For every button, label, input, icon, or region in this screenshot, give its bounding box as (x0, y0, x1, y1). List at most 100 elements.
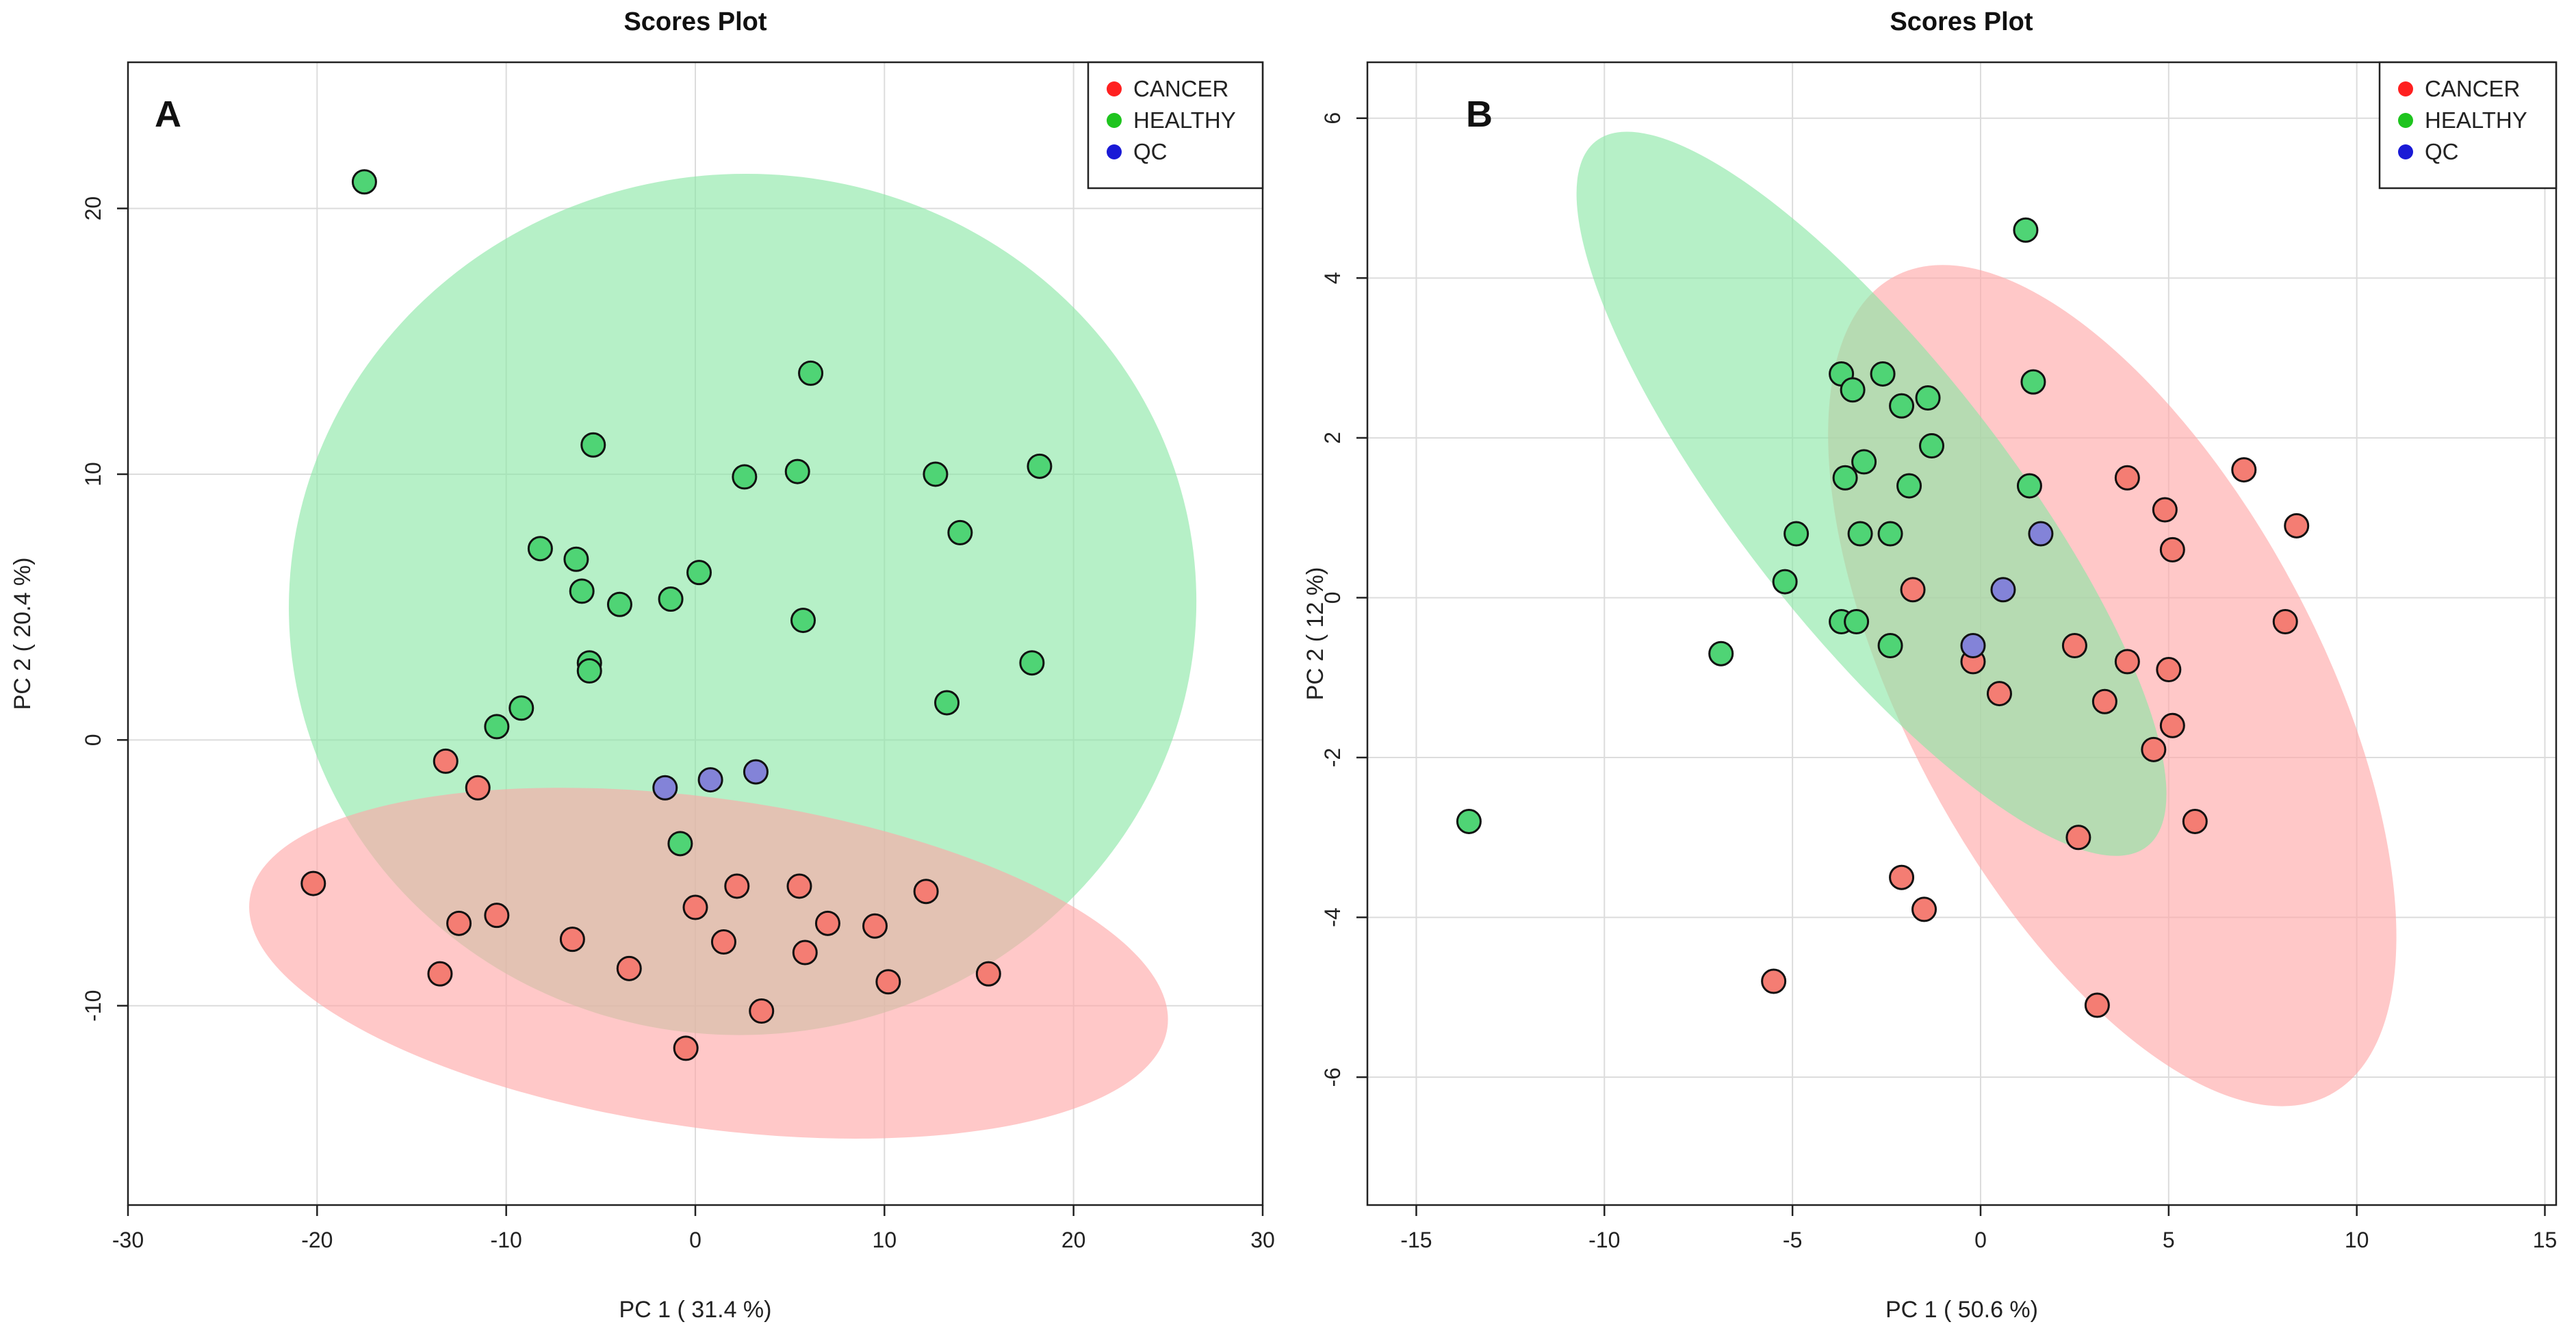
point-healthy (686, 560, 712, 586)
y-tick-label: 4 (1320, 272, 1345, 284)
point-cancer (2065, 825, 2091, 851)
y-tick-label: -6 (1320, 1067, 1345, 1087)
y-tick-label: 2 (1320, 432, 1345, 444)
x-tick-label: 10 (2345, 1228, 2369, 1252)
legend-marker-cancer (1107, 81, 1122, 96)
legend-marker-cancer (2398, 81, 2413, 96)
y-axis-label: PC 2 ( 20.4 %) (10, 558, 36, 710)
point-cancer (2156, 657, 2182, 683)
point-healthy (1851, 449, 1877, 475)
point-cancer (2272, 608, 2298, 634)
point-qc (1990, 577, 2016, 603)
x-tick-label: 30 (1250, 1228, 1275, 1252)
point-cancer (1911, 896, 1937, 922)
point-cancer (682, 894, 708, 920)
series-qc (652, 759, 769, 801)
legend-label-cancer: CANCER (1133, 76, 1228, 101)
x-tick-label: -5 (1783, 1228, 1802, 1252)
point-cancer (2231, 457, 2257, 483)
point-healthy (658, 586, 684, 612)
y-tick-label: 0 (1320, 592, 1345, 604)
point-cancer (1986, 681, 2012, 707)
point-cancer (792, 940, 818, 966)
legend: CANCER HEALTHY QC (2378, 61, 2558, 190)
point-cancer (2182, 808, 2208, 834)
point-cancer (1889, 864, 1915, 890)
point-healthy (784, 458, 810, 484)
y-tick-label: -10 (81, 990, 105, 1022)
x-tick-label: -10 (491, 1228, 522, 1252)
point-cancer (2084, 992, 2110, 1018)
y-tick-label: 10 (81, 462, 105, 487)
point-healthy (2020, 369, 2046, 395)
point-cancer (1900, 577, 1926, 603)
x-tick-label: 0 (689, 1228, 701, 1252)
point-qc (1960, 633, 1986, 659)
point-cancer (2141, 736, 2167, 762)
confidence-ellipses (1576, 131, 2397, 1106)
y-tick-label: -2 (1320, 748, 1345, 767)
point-healthy (1919, 433, 1945, 459)
point-cancer (862, 913, 888, 939)
plot-frame (1366, 61, 2558, 1206)
chart-title: Scores Plot (1890, 8, 2033, 36)
point-cancer (724, 873, 750, 899)
point-healthy (508, 695, 534, 721)
y-tick-label: 20 (81, 196, 105, 221)
point-cancer (710, 929, 736, 955)
point-healthy (606, 591, 632, 617)
series-healthy (1456, 217, 2046, 834)
point-healthy (1896, 473, 1922, 499)
point-cancer (559, 927, 585, 953)
legend-marker-healthy (1107, 113, 1122, 128)
point-healthy (1847, 521, 1873, 547)
point-healthy (1844, 608, 1870, 634)
confidence-ellipses (249, 173, 1197, 1139)
x-axis-label: PC 1 ( 50.6 %) (1885, 1297, 2038, 1323)
panel-label: B (1466, 94, 1493, 135)
point-cancer (749, 998, 775, 1024)
point-healthy (923, 461, 949, 487)
legend-label-healthy: HEALTHY (1133, 107, 1236, 133)
legend: CANCER HEALTHY QC (1087, 61, 1264, 190)
y-tick-label: -4 (1320, 907, 1345, 927)
x-tick-label: -30 (112, 1228, 144, 1252)
chart-title: Scores Plot (623, 8, 767, 36)
point-healthy (580, 432, 606, 458)
point-healthy (1783, 521, 1809, 547)
x-tick-label: 5 (2163, 1228, 2175, 1252)
x-tick-label: -20 (301, 1228, 333, 1252)
point-cancer (2159, 536, 2185, 562)
ellipse-cancer (249, 788, 1168, 1139)
y-tick-label: 6 (1320, 112, 1345, 125)
y-axis-label: PC 2 ( 12 %) (1302, 567, 1328, 701)
point-qc (2028, 521, 2054, 547)
point-healthy (484, 714, 510, 740)
point-cancer (427, 961, 453, 987)
point-healthy (1877, 521, 1903, 547)
point-healthy (1870, 361, 1896, 387)
point-healthy (798, 360, 824, 386)
point-cancer (913, 879, 939, 905)
panel-label: A (155, 94, 181, 135)
point-qc (697, 767, 723, 793)
point-cancer (484, 903, 510, 929)
legend-label-qc: QC (2425, 139, 2459, 164)
point-cancer (2114, 649, 2140, 675)
point-cancer (2159, 712, 2185, 738)
point-healthy (1019, 650, 1045, 676)
x-tick-label: 0 (1974, 1228, 1987, 1252)
panel-a: -30 -20 -10 0 10 20 30 -10 0 10 20 Scores Plot PC 1 … (10, 8, 1275, 1323)
x-tick-label: 15 (2533, 1228, 2558, 1252)
legend-marker-qc (1107, 144, 1122, 159)
point-healthy (2013, 217, 2039, 243)
point-healthy (2016, 473, 2042, 499)
point-healthy (1027, 453, 1053, 479)
point-healthy (1832, 465, 1858, 491)
point-cancer (875, 969, 901, 995)
series-cancer (300, 748, 1001, 1061)
point-cancer (446, 910, 472, 936)
point-cancer (2114, 465, 2140, 491)
point-cancer (2091, 688, 2117, 714)
